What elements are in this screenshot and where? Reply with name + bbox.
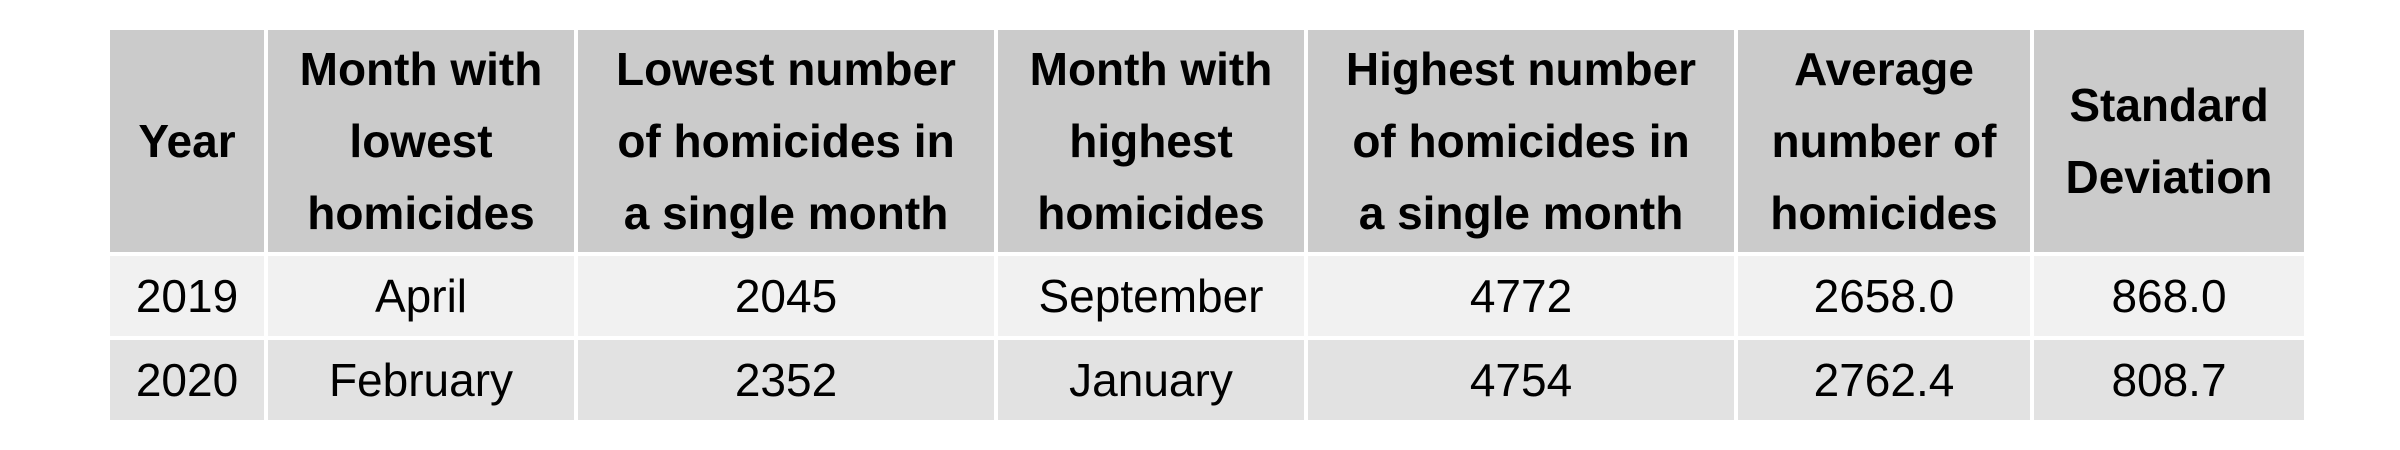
header-year: Year [106,26,268,256]
cell-month-highest: September [994,252,1308,340]
cell-standard-deviation: 868.0 [2030,252,2308,340]
homicide-statistics-table: Year Month with lowest homicides Lowest … [106,26,2308,424]
cell-highest-number: 4772 [1304,252,1738,340]
header-standard-deviation: Standard Deviation [2030,26,2308,256]
cell-year: 2020 [106,336,268,424]
cell-average: 2658.0 [1734,252,2034,340]
cell-month-highest: January [994,336,1308,424]
header-month-lowest: Month with lowest homicides [264,26,578,256]
cell-average: 2762.4 [1734,336,2034,424]
cell-year: 2019 [106,252,268,340]
cell-lowest-number: 2045 [574,252,998,340]
cell-highest-number: 4754 [1304,336,1738,424]
cell-month-lowest: April [264,252,578,340]
table-row: 2020 February 2352 January 4754 2762.4 8… [106,336,2308,424]
cell-standard-deviation: 808.7 [2030,336,2308,424]
table-row: 2019 April 2045 September 4772 2658.0 86… [106,252,2308,340]
header-row: Year Month with lowest homicides Lowest … [106,26,2308,256]
header-lowest-number: Lowest number of homicides in a single m… [574,26,998,256]
header-average: Average number of homicides [1734,26,2034,256]
header-highest-number: Highest number of homicides in a single … [1304,26,1738,256]
cell-lowest-number: 2352 [574,336,998,424]
header-month-highest: Month with highest homicides [994,26,1308,256]
cell-month-lowest: February [264,336,578,424]
